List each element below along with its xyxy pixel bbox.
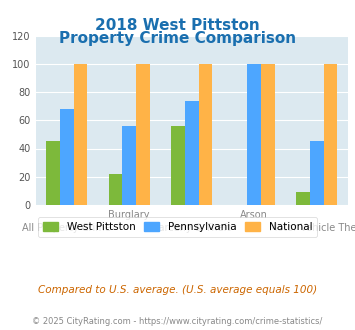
Bar [46,142,60,205]
Text: Motor Vehicle Theft: Motor Vehicle Theft [269,223,355,233]
Text: All Property Crime: All Property Crime [22,223,111,233]
Bar [109,174,122,205]
Bar [136,64,150,205]
Text: Property Crime Comparison: Property Crime Comparison [59,31,296,46]
Bar [60,109,73,205]
Legend: West Pittston, Pennsylvania, National: West Pittston, Pennsylvania, National [38,217,317,237]
Bar [198,64,212,205]
Bar [73,64,87,205]
Text: Larceny & Theft: Larceny & Theft [153,223,231,233]
Bar [171,126,185,205]
Bar [261,64,275,205]
Bar [122,126,136,205]
Bar [323,64,337,205]
Bar [296,192,310,205]
Text: Compared to U.S. average. (U.S. average equals 100): Compared to U.S. average. (U.S. average … [38,285,317,295]
Text: Arson: Arson [240,210,268,219]
Text: © 2025 CityRating.com - https://www.cityrating.com/crime-statistics/: © 2025 CityRating.com - https://www.city… [32,317,323,326]
Bar [185,101,198,205]
Bar [310,142,323,205]
Text: Burglary: Burglary [109,210,150,219]
Bar [247,64,261,205]
Text: 2018 West Pittston: 2018 West Pittston [95,18,260,33]
